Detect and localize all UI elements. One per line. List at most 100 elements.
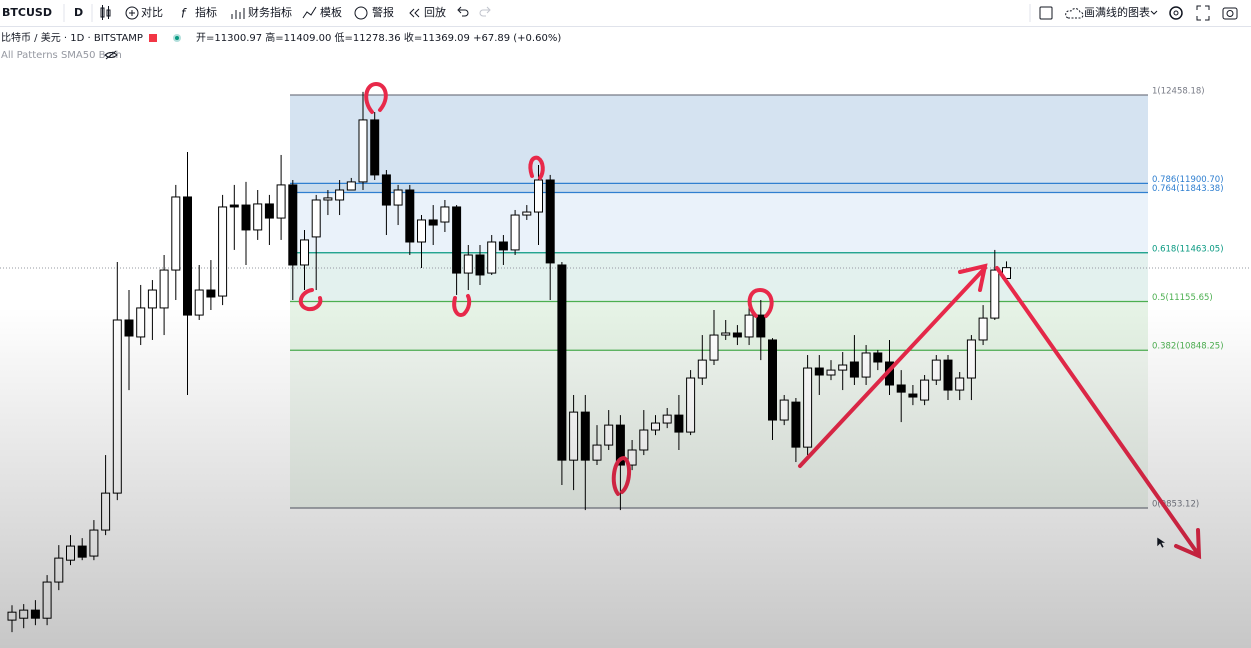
fib-zone bbox=[290, 252, 1148, 302]
candle-body bbox=[779, 399, 789, 421]
candle-body bbox=[393, 189, 403, 206]
settings bbox=[1173, 10, 1179, 16]
toolbar-button[interactable]: 指标 bbox=[195, 5, 217, 19]
candle-body bbox=[42, 581, 52, 619]
candle-body bbox=[311, 199, 321, 238]
candle-body bbox=[990, 269, 1000, 319]
candle-body bbox=[639, 429, 649, 451]
redo[interactable] bbox=[479, 6, 491, 17]
candle-body bbox=[475, 254, 485, 276]
candle-body bbox=[721, 332, 731, 336]
candle-body bbox=[557, 264, 567, 461]
fib-label: 0.382(10848.25) bbox=[1152, 342, 1224, 352]
fib-label: 0.618(11463.05) bbox=[1152, 244, 1224, 254]
candle-body bbox=[861, 352, 871, 378]
candle-body bbox=[803, 367, 813, 448]
candle-body bbox=[264, 203, 274, 219]
snapshot bbox=[1226, 10, 1234, 17]
candle-body bbox=[943, 359, 953, 391]
candle-body bbox=[873, 352, 883, 363]
candle-body bbox=[30, 609, 40, 619]
candle-body bbox=[732, 332, 742, 338]
toolbar-button[interactable]: 对比 bbox=[141, 5, 163, 19]
candle-body bbox=[101, 492, 111, 531]
cloud-icon bbox=[1065, 8, 1084, 19]
fullscreen[interactable] bbox=[1196, 5, 1210, 21]
candle-body bbox=[7, 611, 17, 621]
legend-title: 比特币 / 美元 · 1D · BITSTAMP bbox=[1, 31, 143, 44]
candle-body bbox=[896, 384, 906, 393]
candle-body bbox=[136, 307, 146, 338]
candle-body bbox=[159, 269, 169, 309]
status-dot bbox=[175, 36, 179, 40]
candle-body bbox=[370, 119, 380, 176]
candle-body bbox=[955, 377, 965, 391]
fib-zone bbox=[290, 301, 1148, 351]
candle-body bbox=[171, 196, 181, 271]
candle-body bbox=[674, 414, 684, 433]
candle-body bbox=[849, 361, 859, 378]
toolbar-button[interactable]: 模板 bbox=[320, 5, 342, 19]
candle-body bbox=[604, 424, 614, 446]
candle-body bbox=[218, 206, 228, 297]
layout-name[interactable]: 画满线的图表 bbox=[1084, 5, 1150, 19]
candle-body bbox=[826, 369, 836, 376]
candle-body bbox=[498, 241, 508, 251]
legend: 比特币 / 美元 · 1D · BITSTAMP 开=11300.97 高=11… bbox=[1, 31, 561, 61]
candle-body bbox=[335, 189, 345, 201]
flag bbox=[149, 34, 157, 42]
candle-body bbox=[744, 314, 754, 338]
candle-body bbox=[381, 174, 391, 206]
candle-body bbox=[522, 211, 532, 216]
chart-type-icon[interactable] bbox=[100, 5, 111, 20]
compare-icon bbox=[129, 10, 135, 16]
fib-zone bbox=[290, 95, 1148, 184]
candle-body bbox=[241, 204, 251, 231]
candle-body bbox=[288, 184, 298, 266]
cursor bbox=[1156, 536, 1167, 549]
layout-icon[interactable] bbox=[1039, 6, 1053, 20]
candle-body bbox=[346, 181, 356, 191]
candle-body bbox=[54, 557, 64, 583]
candle-body bbox=[19, 609, 29, 619]
candle-body bbox=[358, 119, 368, 183]
hide-icon[interactable] bbox=[104, 50, 118, 60]
candle-body bbox=[920, 379, 930, 401]
candle-body bbox=[77, 545, 87, 558]
candle-body bbox=[487, 241, 497, 274]
template-icon bbox=[302, 6, 317, 19]
candle-body bbox=[756, 314, 766, 338]
candle-body bbox=[697, 359, 707, 379]
candle-body bbox=[966, 339, 976, 379]
dropdown[interactable] bbox=[1150, 10, 1158, 15]
candle-body bbox=[428, 219, 438, 226]
candle-body bbox=[768, 339, 777, 421]
toolbar-button[interactable]: 财务指标 bbox=[248, 5, 292, 19]
candle-body bbox=[931, 359, 941, 381]
candle-body bbox=[791, 401, 801, 448]
candle-body bbox=[662, 414, 672, 424]
replay-icon bbox=[409, 8, 420, 18]
settings[interactable] bbox=[1169, 6, 1183, 20]
compare-icon bbox=[125, 6, 139, 20]
candle-body bbox=[112, 319, 122, 494]
candle-body bbox=[89, 529, 99, 557]
candle-body bbox=[534, 179, 543, 213]
toolbar-button[interactable]: 回放 bbox=[424, 5, 446, 19]
candle-body bbox=[838, 364, 848, 371]
toolbar-button[interactable]: 警报 bbox=[372, 5, 394, 19]
snapshot[interactable] bbox=[1222, 7, 1238, 20]
candle-body bbox=[580, 411, 590, 461]
toolbar: BTCUSD D f 画满线的图表 bbox=[0, 0, 1251, 27]
undo[interactable] bbox=[457, 6, 469, 17]
symbol[interactable]: BTCUSD bbox=[2, 6, 52, 19]
candle-body bbox=[253, 203, 263, 231]
candle-body bbox=[978, 317, 988, 341]
candle-body bbox=[510, 214, 520, 251]
interval[interactable]: D bbox=[74, 6, 83, 19]
candle-body bbox=[709, 334, 719, 361]
candle-body bbox=[323, 197, 333, 201]
candle-body bbox=[405, 189, 415, 243]
candle-body bbox=[229, 204, 239, 208]
candle-body bbox=[686, 377, 696, 433]
